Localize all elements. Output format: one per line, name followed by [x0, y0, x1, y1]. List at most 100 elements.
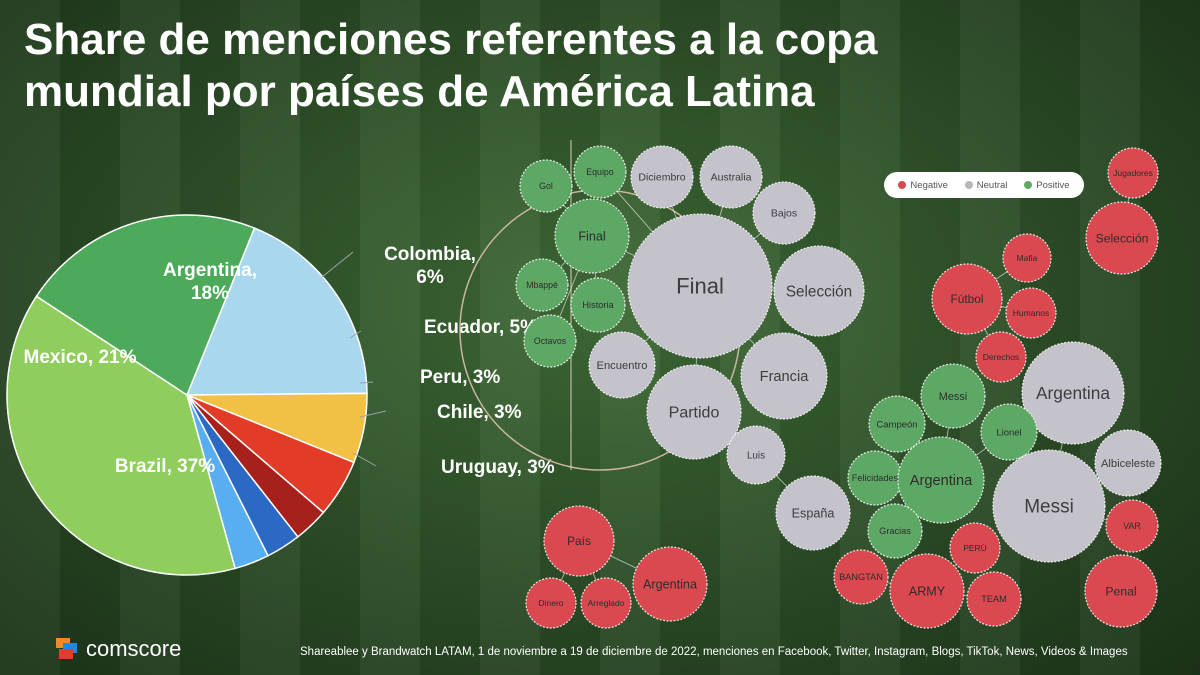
- bubble-lionel-positive: [980, 403, 1038, 461]
- bubble-equipo-positive: [573, 145, 627, 199]
- pie-label-argentina: Argentina, 18%: [163, 260, 257, 304]
- bubble-label-var-negative: VAR: [1123, 521, 1140, 531]
- bubble-label-seleccion-neutral: Selección: [786, 283, 852, 300]
- bubble-label-albiceleste-neutral: Albiceleste: [1101, 458, 1155, 470]
- legend-item-neutral: Neutral: [964, 179, 1008, 191]
- bubble-messi-positive: [920, 363, 986, 429]
- bubble-label-lionel-positive: Lionel: [996, 427, 1021, 438]
- bubble-peru-negative: [949, 522, 1001, 574]
- bubble-label-encuentro-neutral: Encuentro: [597, 360, 648, 372]
- bubble-label-messi-positive: Messi: [939, 391, 967, 403]
- bubble-label-bajos-neutral: Bajos: [771, 208, 797, 220]
- bubble-label-mafia-negative: Mafia: [1017, 253, 1038, 263]
- bubble-label-dinero-negative: Dinero: [538, 598, 563, 608]
- bubble-army-negative: [889, 553, 965, 629]
- bubble-arreglado-negative: [580, 577, 632, 629]
- bubble-campeon-positive: [868, 395, 926, 453]
- bubble-octavos-positive: [523, 314, 577, 368]
- bubble-final-neutral: [627, 213, 773, 359]
- bubble-label-campeon-positive: Campeón: [876, 419, 917, 430]
- pie-slice-brazil: [6, 295, 237, 576]
- bubble-label-gol-positive: Gol: [539, 181, 553, 191]
- bubble-label-gracias-positive: Gracias: [879, 526, 911, 536]
- source-note: Shareablee y Brandwatch LATAM, 1 de novi…: [300, 646, 1128, 658]
- bubble-label-mbappe-positive: Mbappé: [526, 280, 558, 290]
- bubble-espana-neutral: [775, 475, 851, 551]
- legend-label-positive: Positive: [1036, 179, 1070, 191]
- bubble-derechos-negative: [975, 331, 1027, 383]
- bubble-pais-negative: [543, 505, 615, 577]
- bubble-partido-neutral: [646, 364, 742, 460]
- bubble-label-team-negative: TEAM: [981, 594, 1007, 604]
- bubble-team-negative: [966, 571, 1022, 627]
- bubble-label-peru-negative: PERÚ: [963, 543, 987, 553]
- bubble-label-felicidades-positive: Felicidades: [852, 473, 899, 483]
- legend-label-neutral: Neutral: [976, 179, 1008, 191]
- bubble-humanos-negative: [1005, 287, 1057, 339]
- page-title: Share de menciones referentes a la copa …: [24, 15, 878, 116]
- bubble-bajos-neutral: [752, 181, 816, 245]
- bubble-var-negative: [1105, 499, 1159, 553]
- bubble-dinero-negative: [525, 577, 577, 629]
- pie-leader-uruguay: [352, 452, 377, 467]
- bubble-francia-neutral: [740, 332, 828, 420]
- bubble-label-final-neutral: Final: [676, 274, 724, 299]
- bubble-label-bangtan-negative: BANGTAN: [839, 572, 883, 582]
- bubble-futbol-negative: [931, 263, 1003, 335]
- bubble-mafia-negative: [1002, 233, 1052, 283]
- bubble-argentina-negative: [632, 546, 708, 622]
- bubble-argentina-positive: [897, 436, 985, 524]
- bubble-albiceleste-neutral: [1094, 429, 1162, 497]
- legend-dot-positive: [1024, 181, 1033, 189]
- bubble-encuentro-neutral: [588, 331, 656, 399]
- bubble-label-derechos-negative: Derechos: [983, 352, 1019, 362]
- comscore-logo-icon: [56, 638, 78, 660]
- pie-slices: [6, 214, 368, 576]
- legend-dot-neutral: [964, 181, 973, 189]
- bubble-label-penal-negative: Penal: [1105, 584, 1136, 598]
- bubble-label-partido-neutral: Partido: [669, 405, 720, 422]
- sentiment-legend: Negative Neutral Positive: [884, 172, 1084, 198]
- bubble-label-historia-positive: Historia: [582, 300, 614, 310]
- bubble-label-seleccion-negative: Selección: [1096, 231, 1149, 245]
- bubble-label-octavos-positive: Octavos: [534, 336, 567, 346]
- bubble-gracias-positive: [867, 503, 923, 559]
- bubble-seleccion-neutral: [773, 245, 865, 337]
- bubble-label-army-negative: ARMY: [909, 584, 946, 598]
- legend-dot-negative: [898, 181, 907, 189]
- logo-text: comscore: [86, 636, 182, 661]
- bubble-luis-neutral: [726, 425, 786, 485]
- legend-label-negative: Negative: [910, 179, 948, 191]
- pie-label-ecuador: Ecuador, 5%: [424, 317, 537, 338]
- bubble-cluster-1: Final Gol Equipo Diciembro Australia Bajos Fin…: [515, 145, 865, 551]
- pie-slice-mexico: [35, 214, 256, 397]
- bubble-penal-negative: [1084, 554, 1158, 628]
- bubble-label-jugadores-negative: Jugadores: [1113, 168, 1153, 178]
- bubble-label-pais-negative: País: [567, 534, 591, 548]
- pie-label-peru: Peru, 3%: [420, 367, 500, 388]
- pie-labels: Argentina, 18% Colombia, 6% Ecuador, 5% Peru,…: [24, 244, 555, 478]
- bubble-seleccion-negative: [1085, 201, 1159, 275]
- bubble-label-argentina-negative: Argentina: [643, 577, 697, 591]
- bubble-gol-positive: [519, 159, 573, 213]
- bubble-bangtan-negative: [833, 549, 889, 605]
- pie-label-colombia: Colombia, 6%: [384, 244, 476, 288]
- legend-item-negative: Negative: [898, 180, 948, 191]
- pie-label-mexico: Mexico, 21%: [24, 347, 137, 368]
- bubble-cluster-3: Jugadores Selección Mafia Fútbol Humanos Dere…: [833, 147, 1162, 629]
- bubble-label-francia-neutral: Francia: [760, 369, 810, 385]
- pie-leader-chile: [359, 410, 387, 418]
- bubble-australia-neutral: [699, 145, 763, 209]
- pie-slice-argentina: [185, 227, 368, 396]
- bubble-label-australia-neutral: Australia: [711, 172, 752, 184]
- bubble-label-equipo-positive: Equipo: [586, 167, 613, 177]
- pie-leader-colombia: [321, 251, 354, 278]
- bubble-label-arreglado-negative: Arreglado: [588, 598, 625, 608]
- bubble-argentina-neutral: [1021, 341, 1125, 445]
- comscore-logo: comscore: [56, 636, 181, 662]
- bubble-cluster-2: País Argentina Dinero Arreglado: [525, 505, 708, 629]
- pie-leader-peru: [359, 381, 374, 384]
- bubble-label-espana-neutral: España: [792, 506, 835, 520]
